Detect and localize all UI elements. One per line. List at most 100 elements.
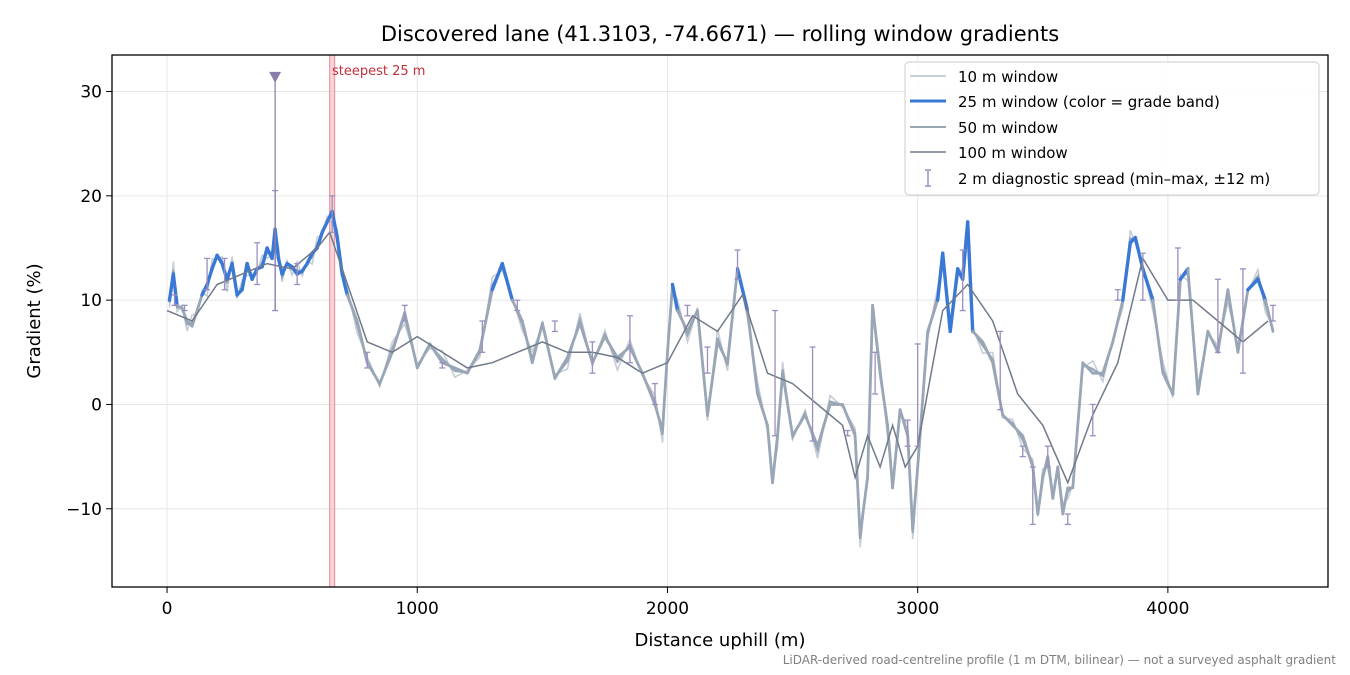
diagnostic-spread-bar	[809, 346, 816, 442]
series-25m-segment	[195, 293, 204, 313]
legend-swatch-spread	[925, 169, 931, 187]
series-25m-segment	[1151, 298, 1165, 375]
diagnostic-spread-bar	[997, 330, 1004, 411]
diagnostic-spread-bar	[364, 351, 371, 369]
series-25m-segment	[641, 371, 657, 406]
series-25m-segment	[1206, 329, 1220, 354]
diagnostic-spread-bar	[1089, 403, 1096, 437]
diagnostic-spread-bar	[1044, 445, 1051, 468]
series-25m-segment	[453, 366, 469, 375]
series-25m-segment	[853, 434, 862, 537]
series-25m-segment	[378, 350, 394, 386]
series-25m-segment	[603, 335, 619, 359]
series-layer	[166, 189, 1276, 548]
spike-marker-layer	[269, 71, 282, 311]
series-25m-segment	[553, 356, 569, 380]
series-25m-segment	[1056, 465, 1065, 516]
series-25m-segment	[1141, 267, 1155, 302]
series-25m-segment	[1046, 455, 1055, 500]
series-25m-segment	[465, 348, 482, 375]
series-25m-segment	[1031, 465, 1040, 516]
legend-label-50m: 50 m window	[958, 119, 1058, 137]
series-25m-segment	[858, 476, 869, 537]
series-25m-segment	[1171, 277, 1182, 396]
series-25m-segment	[871, 303, 882, 375]
series-25m-segment	[1256, 277, 1268, 302]
series-25m-segment	[355, 319, 369, 365]
series-25m-segment	[205, 267, 214, 287]
series-25m-segment	[1111, 298, 1125, 344]
series-25m-segment	[766, 423, 774, 485]
legend-label-10m: 10 m window	[958, 68, 1058, 86]
series-25m-segment	[878, 371, 889, 427]
series-25m-segment	[781, 371, 794, 438]
series-25m-segment	[706, 340, 719, 417]
series-25m-segment	[906, 434, 915, 531]
series-25m-segment	[1216, 288, 1230, 354]
diagnostic-spread-bar	[479, 320, 486, 353]
x-axis-label: Distance uphill (m)	[635, 630, 806, 651]
series-25m-segment	[891, 408, 902, 490]
series-25m-segment	[530, 321, 544, 365]
diagnostic-spread-bar	[914, 343, 921, 447]
series-25m-segment	[320, 220, 329, 235]
diagnostic-spread-bar	[872, 351, 879, 395]
series-25m-segment	[305, 251, 314, 266]
series-25m-segment	[1021, 434, 1035, 469]
diagnostic-spread-bar	[959, 249, 966, 312]
legend-label-100m: 100 m window	[958, 144, 1068, 162]
diagnostic-spread-bar	[772, 309, 779, 437]
diagnostic-spread-bar	[1064, 513, 1071, 526]
series-25m-segment	[591, 335, 607, 365]
diagnostic-spread-bar	[589, 341, 596, 374]
series-25m-segment	[776, 371, 784, 438]
legend-label-25m: 25 m window (color = grade band)	[958, 93, 1220, 111]
series-25m-segment	[1196, 329, 1210, 396]
diagnostic-spread-bar	[844, 429, 851, 437]
series-25m-segment	[1121, 241, 1133, 302]
series-25m-segment	[490, 261, 504, 292]
series-25m-segment	[171, 272, 179, 308]
series-25m-segment	[1246, 277, 1260, 292]
diagnostic-spread-bar	[1139, 252, 1146, 301]
chart-title: Discovered lane (41.3103, -74.6671) — ro…	[381, 22, 1059, 46]
footnote: LiDAR-derived road-centreline profile (1…	[783, 653, 1337, 667]
y-tick-label: 10	[80, 291, 102, 311]
x-tick-label: 2000	[646, 599, 689, 619]
series-25m-segment	[661, 350, 669, 432]
series-25m-segment	[1011, 423, 1025, 438]
x-tick-label: 3000	[896, 599, 939, 619]
series-25m-segment	[415, 342, 432, 370]
series-25m-segment	[948, 267, 960, 334]
series-25m-segment	[916, 329, 930, 469]
series-25m-segment	[696, 309, 709, 417]
diagnostic-spread-bar	[221, 257, 228, 291]
series-25m-segment	[260, 246, 269, 269]
series-25m-segment	[981, 340, 995, 365]
diagnostic-spread-bar	[401, 304, 408, 322]
legend-box	[904, 61, 1320, 196]
y-tick-label: 0	[91, 395, 102, 415]
diagnostic-spread-bar	[1019, 445, 1026, 458]
diagnostic-spread-bar	[1029, 466, 1036, 526]
series-25m-segment	[771, 434, 779, 485]
diagnostic-spread-bar	[704, 346, 711, 374]
series-25m-segment	[616, 345, 632, 359]
series-25m-segment	[250, 267, 259, 281]
diagnostic-spread-bar	[904, 419, 911, 447]
series-25m-segment	[746, 309, 759, 396]
diagnostic-spread-bar	[181, 304, 188, 312]
diagnostic-spread-bar	[254, 242, 261, 286]
series-25m-segment	[1101, 340, 1115, 375]
series-25m-segment	[1161, 371, 1175, 396]
steepest-25m-band	[329, 54, 336, 588]
x-tick-label: 4000	[1146, 599, 1189, 619]
series-25m-segment	[726, 267, 739, 365]
diagnostic-spread-bar	[1114, 289, 1121, 301]
series-25m-segment	[520, 319, 534, 365]
y-tick-label: −10	[66, 500, 102, 520]
diagnostic-spread-bar	[684, 304, 691, 317]
series-25m-segment	[791, 413, 807, 438]
diagnostic-spread-bar	[1239, 268, 1246, 374]
